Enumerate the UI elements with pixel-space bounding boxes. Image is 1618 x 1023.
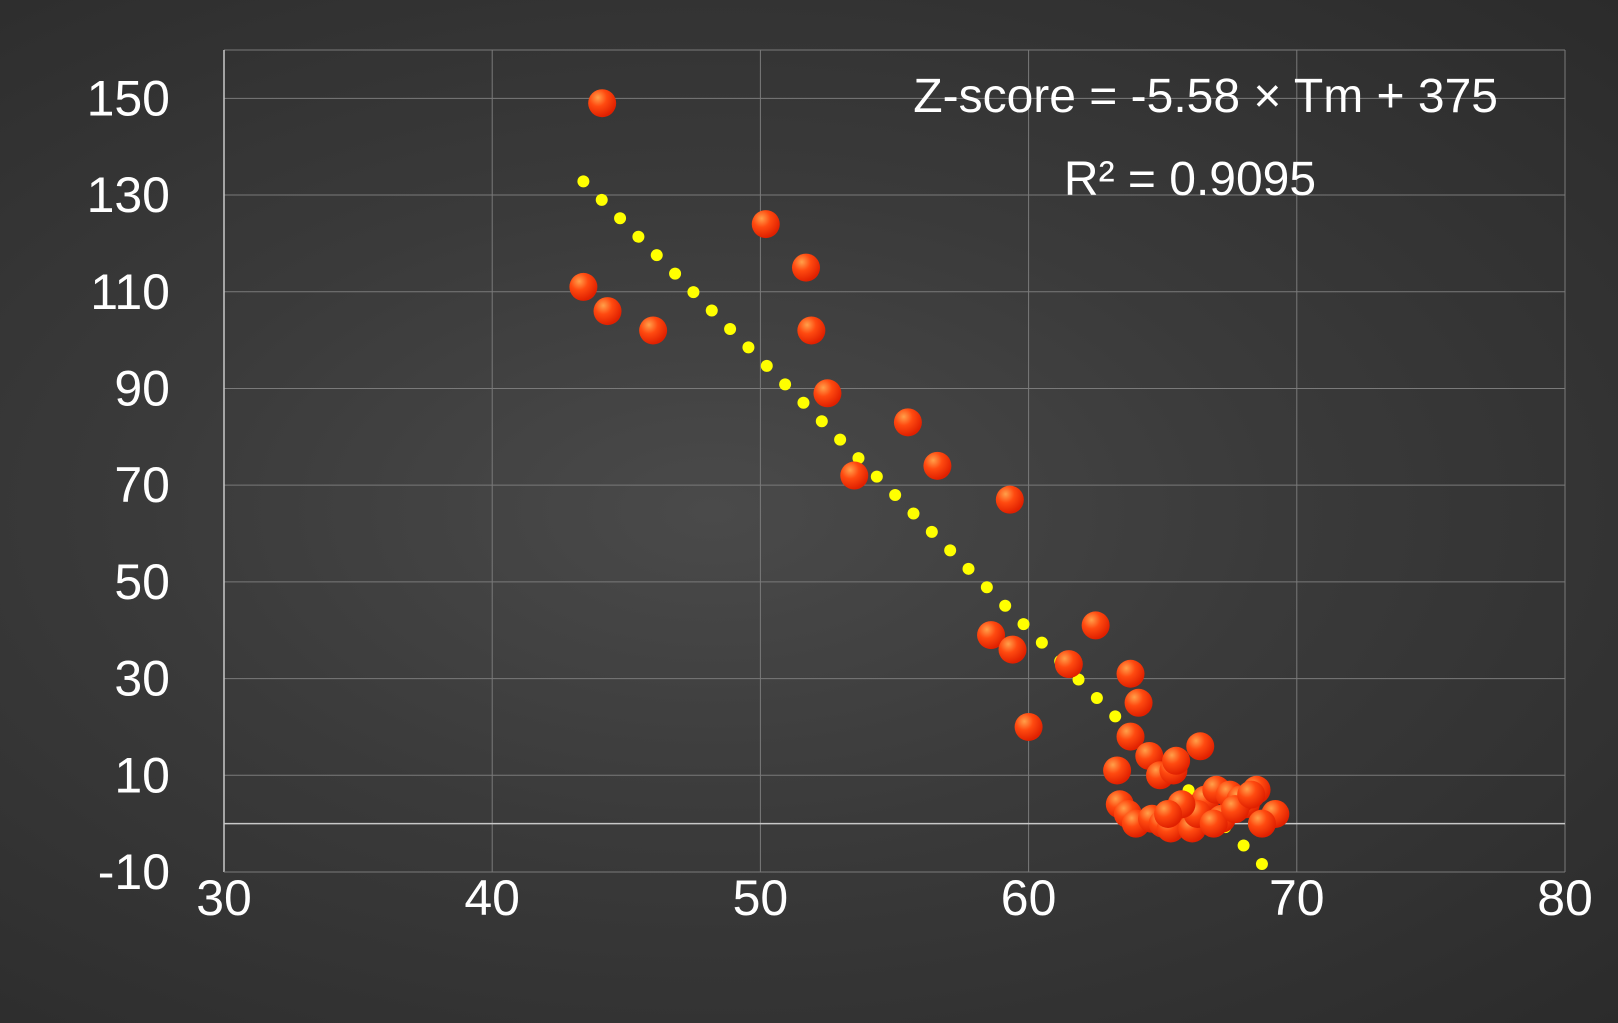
trendline-dot [669, 267, 682, 280]
trendline-dot [1090, 691, 1103, 704]
trendline-dot [980, 581, 993, 594]
trendline-dot [797, 396, 810, 409]
y-tick-label: -10 [98, 844, 170, 900]
y-tick-label: 90 [114, 360, 170, 416]
trendline-dot [1255, 858, 1268, 871]
data-point [1124, 688, 1153, 717]
data-point [639, 316, 668, 345]
trendline-dot [724, 322, 737, 335]
data-point [923, 451, 952, 480]
trendline-dot [687, 286, 700, 299]
data-point [1237, 780, 1266, 809]
data-points [569, 89, 1290, 843]
data-point [1162, 746, 1191, 775]
x-tick-label: 80 [1537, 870, 1593, 926]
data-point [1186, 732, 1215, 761]
trendline-dot [614, 212, 627, 225]
x-tick-label: 30 [196, 870, 252, 926]
trendline-dot [1035, 636, 1048, 649]
trendline-dot [1237, 839, 1250, 852]
trendline-dot [925, 525, 938, 538]
data-point [797, 316, 826, 345]
data-point [1103, 756, 1132, 785]
data-point [998, 635, 1027, 664]
data-point [569, 272, 598, 301]
trendline-dot [1072, 673, 1085, 686]
data-point [1014, 712, 1043, 741]
data-point [1081, 611, 1110, 640]
y-tick-label: 110 [90, 264, 170, 320]
trendline-dot [852, 452, 865, 465]
trendline-dot [595, 193, 608, 206]
equation-annotation: Z-score = -5.58 × Tm + 375 [913, 70, 1498, 123]
tick-labels: 30 40 50 60 70 80 -10 10 30 50 70 90 110 130 150 [87, 70, 1593, 926]
y-tick-label: 130 [87, 167, 170, 223]
data-point [1116, 659, 1145, 688]
data-point [977, 621, 1006, 650]
trendline-dot [834, 433, 847, 446]
trendline-dot [742, 341, 755, 354]
y-tick-label: 50 [114, 554, 170, 610]
trendline-dot [999, 599, 1012, 612]
y-tick-label: 30 [114, 651, 170, 707]
data-point [1199, 809, 1228, 838]
x-tick-label: 50 [733, 870, 789, 926]
x-tick-label: 70 [1269, 870, 1325, 926]
trendline-dot [907, 507, 920, 520]
y-tick-label: 70 [114, 457, 170, 513]
y-tick-label: 150 [87, 70, 170, 126]
data-point [588, 89, 617, 118]
data-point [1154, 799, 1183, 828]
trendline-dot [962, 562, 975, 575]
trendline-dot [944, 544, 957, 557]
trendline-dot [1017, 618, 1030, 631]
data-point [1116, 722, 1145, 751]
data-point [751, 210, 780, 239]
trendline-dot [632, 230, 645, 243]
trendline-dot [815, 415, 828, 428]
grid-lines [224, 49, 1566, 872]
trendline-dot [1109, 710, 1122, 723]
data-point [813, 379, 842, 408]
data-point [840, 461, 869, 490]
trendline-dot [779, 378, 792, 391]
x-tick-label: 40 [464, 870, 520, 926]
data-point [791, 253, 820, 282]
data-point [1247, 809, 1276, 838]
trendline-dot [870, 470, 883, 483]
r-squared-annotation: R² = 0.9095 [1064, 153, 1316, 206]
data-point [893, 408, 922, 437]
data-point [995, 485, 1024, 514]
y-tick-label: 10 [114, 747, 170, 803]
x-tick-label: 60 [1001, 870, 1057, 926]
trendline-dot [650, 249, 663, 262]
axes [223, 50, 1565, 873]
trendline-dot [577, 175, 590, 188]
data-point [593, 297, 622, 326]
data-point [1054, 650, 1083, 679]
trendline-dot [760, 359, 773, 372]
trendline-dot [705, 304, 718, 317]
trendline-dot [889, 489, 902, 502]
